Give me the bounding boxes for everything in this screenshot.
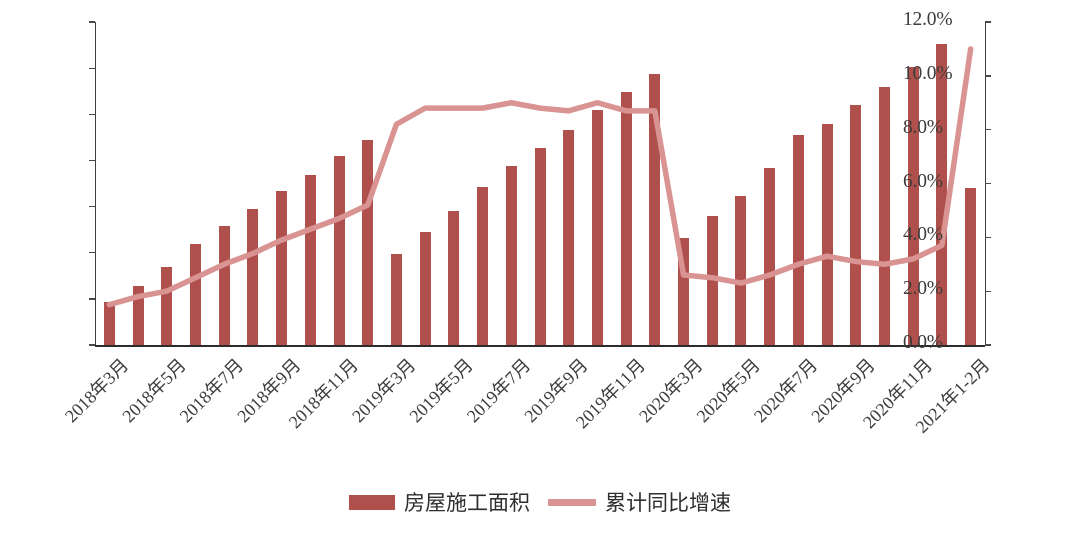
bar	[563, 129, 575, 345]
line-swatch-icon	[548, 498, 596, 506]
right-tick-label: 8.0%	[903, 116, 943, 138]
bar	[304, 174, 316, 345]
x-axis-labels: 2018年3月 2018年5月 2018年7月 2018年9月 2018年11月 2019…	[61, 348, 994, 468]
bar	[161, 267, 173, 345]
x-axis-line	[95, 345, 985, 347]
bar	[189, 244, 201, 345]
left-tick	[89, 205, 95, 208]
bar	[419, 232, 431, 345]
bar	[764, 167, 776, 345]
bar	[735, 195, 747, 345]
left-axis-line	[95, 22, 97, 345]
bar	[620, 91, 632, 345]
bar	[965, 188, 977, 345]
bar	[821, 124, 833, 345]
left-tick	[89, 344, 95, 346]
bar	[706, 216, 718, 345]
bar	[362, 140, 374, 345]
bar	[103, 302, 115, 345]
bar	[333, 156, 345, 345]
bar	[591, 109, 603, 345]
bar	[276, 191, 288, 345]
bar	[792, 135, 804, 345]
right-tick	[985, 75, 991, 77]
plot-area	[89, 21, 991, 347]
bar	[850, 105, 862, 345]
right-tick-label: 12.0%	[903, 9, 953, 30]
right-tick-label: 2.0%	[903, 278, 943, 300]
left-tick	[89, 113, 95, 115]
left-tick	[89, 298, 95, 300]
bar	[218, 226, 230, 345]
right-tick	[985, 182, 991, 185]
bar	[649, 73, 661, 345]
bar-swatch-icon	[349, 494, 395, 510]
bar	[879, 86, 891, 345]
legend-item-bar[interactable]: 房屋施工面积	[349, 487, 530, 517]
legend-label-line: 累计同比增速	[605, 491, 731, 515]
right-tick	[985, 129, 991, 131]
left-tick	[89, 159, 95, 162]
bar	[448, 211, 460, 345]
legend-label-bar: 房屋施工面积	[404, 491, 530, 515]
bar	[907, 66, 919, 345]
line-series-累计同比增速	[106, 46, 974, 308]
bar-series-房屋施工面积	[95, 22, 985, 345]
right-tick-label: 6.0%	[903, 170, 943, 192]
bar	[936, 44, 948, 345]
left-tick	[89, 252, 95, 254]
bar	[678, 237, 690, 345]
right-tick-label: 0.0%	[903, 332, 943, 353]
bar	[505, 165, 517, 345]
right-tick	[985, 21, 991, 23]
right-tick-label: 4.0%	[903, 224, 943, 246]
right-tick	[985, 236, 991, 239]
line-path	[106, 46, 974, 308]
legend-item-line[interactable]: 累计同比增速	[548, 487, 731, 517]
right-tick-label: 10.0%	[903, 62, 953, 84]
bar	[477, 186, 489, 345]
left-tick	[89, 67, 95, 69]
chart-legend: 房屋施工面积 累计同比增速	[0, 487, 1080, 517]
bar	[132, 285, 144, 345]
bar	[247, 208, 259, 345]
bar	[390, 254, 402, 345]
right-tick	[985, 290, 991, 292]
left-tick	[89, 21, 95, 23]
bar	[534, 148, 546, 345]
right-tick	[985, 344, 991, 346]
